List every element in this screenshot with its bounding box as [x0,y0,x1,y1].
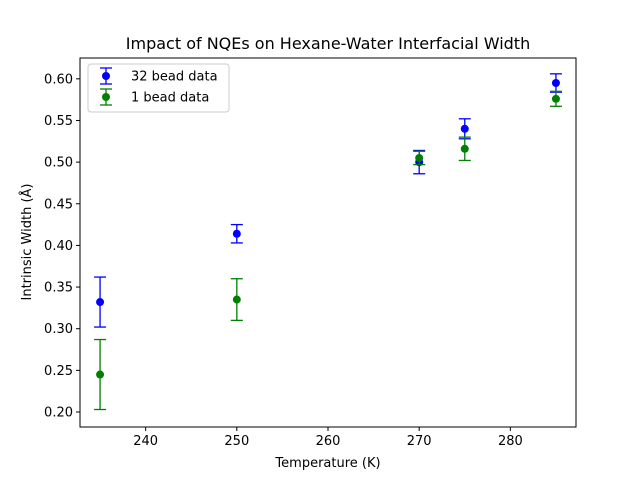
y-axis-ticks: 0.20 0.25 0.30 0.35 0.40 0.45 0.50 0.55 0.60 [44,72,80,421]
y-tick-label: 0.60 [44,72,73,87]
y-tick-label: 0.50 [44,156,73,171]
data-point [551,78,560,87]
x-tick-label: 240 [133,434,158,449]
legend-marker [102,93,110,101]
data-point [232,229,241,238]
y-tick-label: 0.30 [44,322,73,337]
y-tick-label: 0.25 [44,364,73,379]
x-axis-label: Temperature (K) [274,456,380,471]
x-tick-label: 250 [224,434,249,449]
y-axis-label: Intrinsic Width (Å) [19,184,35,301]
y-tick-label: 0.55 [44,114,73,129]
x-tick-label: 270 [407,434,432,449]
data-point [96,298,105,307]
data-point [96,370,105,379]
chart-title: Impact of NQEs on Hexane-Water Interfaci… [126,34,530,53]
y-tick-label: 0.35 [44,281,73,296]
data-point [460,144,469,153]
y-tick-label: 0.45 [44,197,73,212]
plot-area [79,57,577,428]
series-1 [94,73,562,328]
x-tick-label: 260 [316,434,341,449]
legend-marker [102,72,110,80]
y-tick-label: 0.40 [44,239,73,254]
x-tick-label: 280 [498,434,523,449]
data-point [415,153,424,162]
series-layer [94,73,562,411]
y-tick-label: 0.20 [44,406,73,421]
legend-label: 32 bead data [131,70,218,85]
data-point [460,124,469,133]
legend: 32 bead data 1 bead data [87,63,230,113]
series-2 [94,90,562,411]
legend-label: 1 bead data [131,91,209,106]
legend-frame [87,63,230,113]
data-point [232,295,241,304]
data-point [551,94,560,103]
x-axis-ticks: 240 250 260 270 280 [133,427,523,449]
plot-frame [79,57,577,428]
